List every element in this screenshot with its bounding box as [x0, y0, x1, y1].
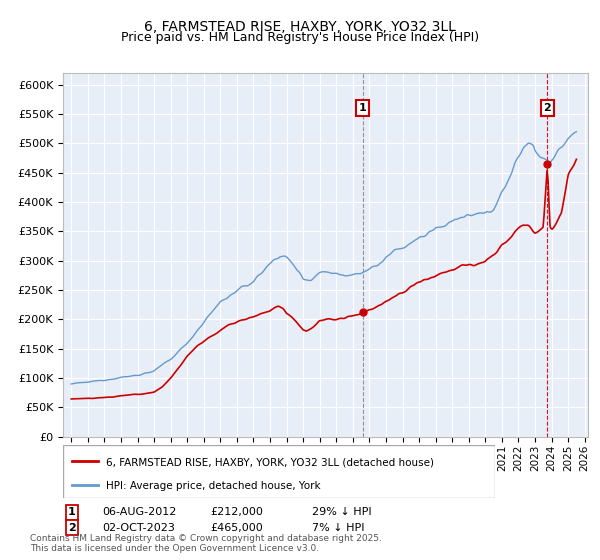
Text: 06-AUG-2012: 06-AUG-2012 [102, 507, 176, 517]
Text: £212,000: £212,000 [210, 507, 263, 517]
Text: 7% ↓ HPI: 7% ↓ HPI [312, 522, 365, 533]
Text: Contains HM Land Registry data © Crown copyright and database right 2025.
This d: Contains HM Land Registry data © Crown c… [30, 534, 382, 553]
Text: 2: 2 [544, 103, 551, 113]
Text: 1: 1 [68, 507, 76, 517]
Text: 1: 1 [359, 103, 367, 113]
Text: 29% ↓ HPI: 29% ↓ HPI [312, 507, 371, 517]
Text: HPI: Average price, detached house, York: HPI: Average price, detached house, York [106, 481, 321, 491]
Text: 6, FARMSTEAD RISE, HAXBY, YORK, YO32 3LL: 6, FARMSTEAD RISE, HAXBY, YORK, YO32 3LL [144, 20, 456, 34]
Text: £465,000: £465,000 [210, 522, 263, 533]
Text: 02-OCT-2023: 02-OCT-2023 [102, 522, 175, 533]
Text: Price paid vs. HM Land Registry's House Price Index (HPI): Price paid vs. HM Land Registry's House … [121, 31, 479, 44]
Text: 6, FARMSTEAD RISE, HAXBY, YORK, YO32 3LL (detached house): 6, FARMSTEAD RISE, HAXBY, YORK, YO32 3LL… [106, 457, 434, 467]
Text: 2: 2 [68, 522, 76, 533]
